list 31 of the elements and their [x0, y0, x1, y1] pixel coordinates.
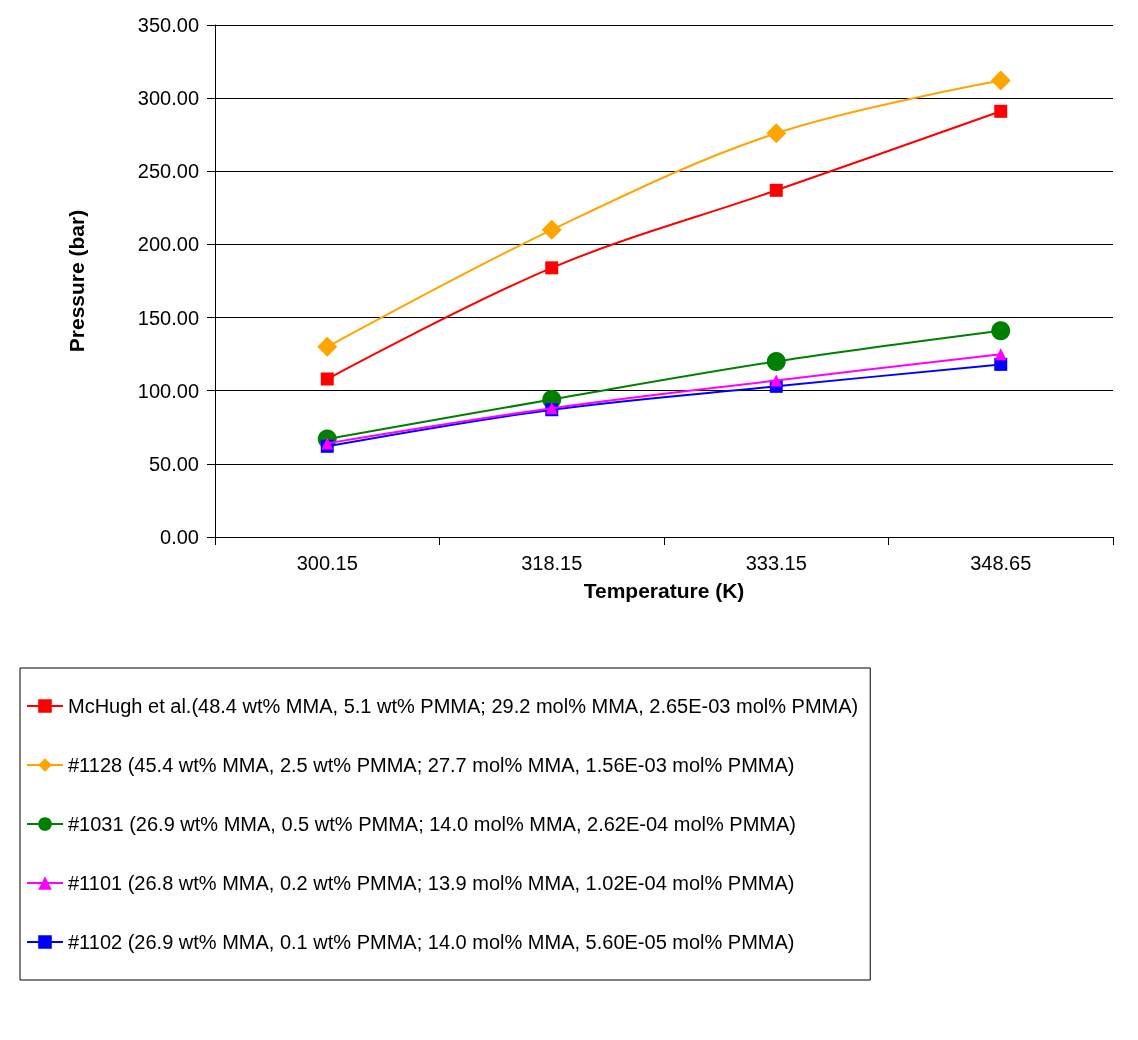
x-tick-label: 318.15 — [521, 552, 583, 574]
legend-label: McHugh et al.(48.4 wt% MMA, 5.1 wt% PMMA; 29.2 mol% MMA, 2.65E-03 mol% PMMA) — [68, 695, 859, 717]
point — [545, 261, 559, 275]
y-tick-label: 250.00 — [137, 160, 199, 183]
point — [990, 70, 1011, 91]
point — [994, 104, 1008, 118]
y-tick-label: 100.00 — [137, 379, 199, 402]
x-tick-label: 348.65 — [970, 552, 1032, 574]
point — [769, 183, 783, 197]
point — [320, 372, 334, 386]
y-tick-label: 200.00 — [137, 233, 199, 256]
y-tick-label: 0.00 — [160, 526, 199, 548]
legend-label: #1101 (26.8 wt% MMA, 0.2 wt% PMMA; 13.9 mol% MMA, 1.02E-04 mol% PMMA) — [68, 872, 795, 894]
legend-label: #1128 (45.4 wt% MMA, 2.5 wt% PMMA; 27.7 mol% MMA, 1.56E-03 mol% PMMA) — [68, 754, 795, 776]
point — [766, 123, 787, 144]
point — [991, 321, 1011, 341]
y-tick-label: 350.00 — [137, 14, 199, 36]
y-tick-label: 150.00 — [137, 306, 199, 329]
x-axis-title: Temperature (K) — [583, 579, 745, 602]
point — [770, 374, 783, 387]
y-axis-title: Pressure (bar) — [65, 209, 88, 353]
y-tick-label: 300.00 — [137, 87, 199, 110]
point — [766, 351, 786, 371]
point — [541, 219, 562, 240]
legend-label: #1102 (26.9 wt% MMA, 0.1 wt% PMMA; 14.0 mol% MMA, 5.60E-05 mol% PMMA) — [68, 931, 795, 953]
point — [994, 348, 1007, 361]
x-tick-label: 333.15 — [745, 552, 807, 574]
y-tick-label: 50.00 — [148, 452, 199, 475]
x-tick-label: 300.15 — [296, 552, 358, 574]
legend-label: #1031 (26.9 wt% MMA, 0.5 wt% PMMA; 14.0 mol% MMA, 2.62E-04 mol% PMMA) — [68, 813, 797, 835]
point — [317, 336, 338, 357]
